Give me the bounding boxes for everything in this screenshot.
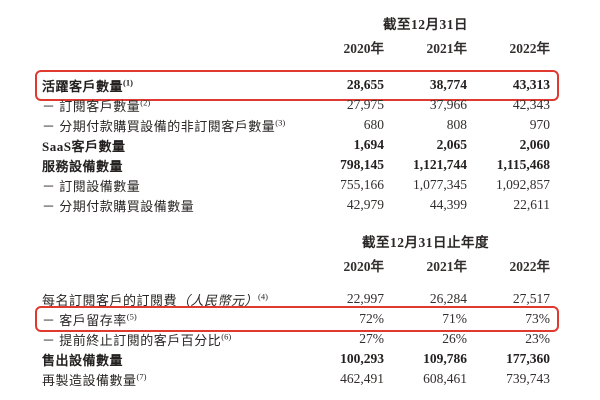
value-2021: 608,461	[423, 371, 467, 386]
table-row-installment-nonsubscription-customers: － 分期付款購買設備的非訂閱客戶數量(3) 680 808 970	[42, 115, 550, 135]
row-label-text: － 訂閱設備數量	[42, 178, 141, 194]
row-label: － 分期付款購買設備數量	[42, 196, 301, 215]
year-header-row: 2020年 2021年 2022年	[42, 255, 551, 275]
table-customer-metrics: 截至12月31日 2020年 2021年 2022年 活躍客戶數量(1) 28,…	[35, 13, 559, 215]
table-row-subscription-customers: － 訂閱客戶數量(2) 27,975 37,966 42,343	[42, 95, 550, 115]
value-2020: 680	[363, 117, 384, 132]
value-2020: 42,979	[346, 197, 384, 212]
value-2021: 808	[446, 117, 467, 132]
table-row-subscription-devices: － 訂閱設備數量 755,166 1,077,345 1,092,857	[42, 175, 550, 195]
value-2021: 37,966	[429, 97, 467, 112]
value-2021: 26,284	[429, 291, 467, 306]
value-2022: 27,517	[512, 291, 550, 306]
row-label-text: 活躍客戶數量	[42, 78, 124, 94]
value-2020: 798,145	[340, 157, 384, 172]
row-label-text: 再製造設備數量	[42, 372, 137, 388]
footnote-marker: (4)	[258, 291, 268, 302]
value-2020: 755,166	[340, 177, 384, 192]
value-2020: 100,293	[340, 351, 384, 366]
value-2022: 1,115,468	[496, 157, 550, 172]
value-2020: 462,491	[340, 371, 384, 386]
row-label: － 訂閱客戶數量(2)	[42, 96, 301, 115]
value-2020: 72%	[359, 311, 384, 326]
value-2020: 22,997	[346, 291, 384, 306]
row-label-text: 每名訂閱客戶的訂閱費	[42, 292, 178, 308]
table-row-devices-sold: 售出設備數量 100,293 109,786 177,360	[42, 349, 550, 369]
value-2022: 2,060	[519, 137, 550, 152]
footnote-marker: (1)	[123, 77, 133, 88]
table-row-service-devices: 服務設備數量 798,145 1,121,744 1,115,468	[42, 155, 550, 175]
row-label-text: － 分期付款購買設備的非訂閱客戶數量	[42, 118, 276, 134]
value-2022: 42,343	[512, 97, 550, 112]
row-label-text: － 分期付款購買設備數量	[42, 198, 195, 214]
table-row-remanufactured-devices: 再製造設備數量(7) 462,491 608,461 739,743	[42, 369, 550, 389]
year-header-row: 2020年 2021年 2022年	[42, 37, 551, 57]
row-label: － 分期付款購買設備的非訂閱客戶數量(3)	[42, 116, 301, 135]
footnote-marker: (7)	[136, 371, 147, 382]
row-label-text: 服務設備數量	[42, 158, 124, 174]
value-2021: 44,399	[429, 197, 467, 212]
value-2022: 73%	[525, 311, 550, 326]
value-2022: 970	[529, 117, 550, 132]
row-label: － 訂閱設備數量	[42, 176, 301, 195]
value-2021: 71%	[442, 311, 467, 326]
row-label-text: 售出設備數量	[42, 352, 124, 368]
row-label: SaaS客戶數量	[42, 136, 301, 155]
value-2021: 1,121,744	[413, 157, 467, 172]
value-2022: 23%	[525, 331, 550, 346]
value-2022: 177,360	[506, 351, 550, 366]
year-header-2021: 2021年	[426, 259, 468, 274]
row-label: 服務設備數量	[42, 156, 301, 175]
row-label: － 提前終止訂閱的客戶百分比(6)	[42, 330, 301, 349]
row-label-unit: （人民幣元）	[177, 292, 259, 308]
value-2020: 1,694	[353, 137, 384, 152]
table-yearly-metrics: 截至12月31日止年度 2020年 2021年 2022年 每名訂閱客戶的訂閱費…	[35, 231, 559, 389]
table-row-saas-customers: SaaS客戶數量 1,694 2,065 2,060	[42, 135, 550, 155]
value-2022: 1,092,857	[496, 177, 550, 192]
row-label: 活躍客戶數量(1)	[42, 76, 301, 95]
footnote-marker: (6)	[221, 331, 232, 342]
value-2021: 38,774	[429, 77, 467, 92]
table-row-subscription-fee-per-customer: 每名訂閱客戶的訂閱費（人民幣元）(4) 22,997 26,284 27,517	[42, 289, 550, 309]
footnote-marker: (2)	[140, 97, 151, 108]
row-label: － 客戶留存率(5)	[42, 310, 301, 329]
table-row-active-customers: 活躍客戶數量(1) 28,655 38,774 43,313	[35, 70, 559, 101]
row-label: 再製造設備數量(7)	[42, 370, 301, 389]
value-2020: 28,655	[346, 77, 384, 92]
row-label: 每名訂閱客戶的訂閱費（人民幣元）(4)	[42, 290, 301, 309]
period-header: 截至12月31日	[383, 17, 468, 32]
value-2020: 27,975	[346, 97, 384, 112]
row-label-text: － 訂閱客戶數量	[42, 98, 141, 114]
year-header-2022: 2022年	[509, 41, 551, 56]
value-2022: 739,743	[506, 371, 550, 386]
row-label-text: － 提前終止訂閱的客戶百分比	[42, 332, 222, 348]
value-2021: 1,077,345	[413, 177, 467, 192]
table-row-customer-retention-rate: － 客戶留存率(5) 72% 71% 73%	[35, 306, 559, 332]
period-header: 截至12月31日止年度	[362, 235, 489, 250]
value-2022: 43,313	[512, 77, 550, 92]
value-2020: 27%	[359, 331, 384, 346]
table-body: 每名訂閱客戶的訂閱費（人民幣元）(4) 22,997 26,284 27,517…	[35, 289, 559, 389]
year-header-2020: 2020年	[343, 259, 385, 274]
value-2021: 109,786	[423, 351, 467, 366]
year-header-2020: 2020年	[343, 41, 385, 56]
value-2021: 26%	[442, 331, 467, 346]
value-2022: 22,611	[513, 197, 550, 212]
row-label: 售出設備數量	[42, 350, 301, 369]
footnote-marker: (5)	[126, 311, 137, 322]
footnote-marker: (3)	[275, 117, 286, 128]
row-label-text: － 客戶留存率	[42, 312, 127, 328]
value-2021: 2,065	[436, 137, 467, 152]
table-row-installment-devices: － 分期付款購買設備數量 42,979 44,399 22,611	[42, 195, 550, 215]
row-label-text: SaaS客戶數量	[42, 138, 126, 154]
year-header-2021: 2021年	[426, 41, 468, 56]
table-body: 活躍客戶數量(1) 28,655 38,774 43,313 － 訂閱客戶數量(…	[35, 70, 559, 215]
period-header-row: 截至12月31日止年度	[42, 231, 550, 251]
table-row-early-termination-percentage: － 提前終止訂閱的客戶百分比(6) 27% 26% 23%	[42, 329, 550, 349]
period-header-row: 截至12月31日	[42, 13, 550, 33]
year-header-2022: 2022年	[509, 259, 551, 274]
